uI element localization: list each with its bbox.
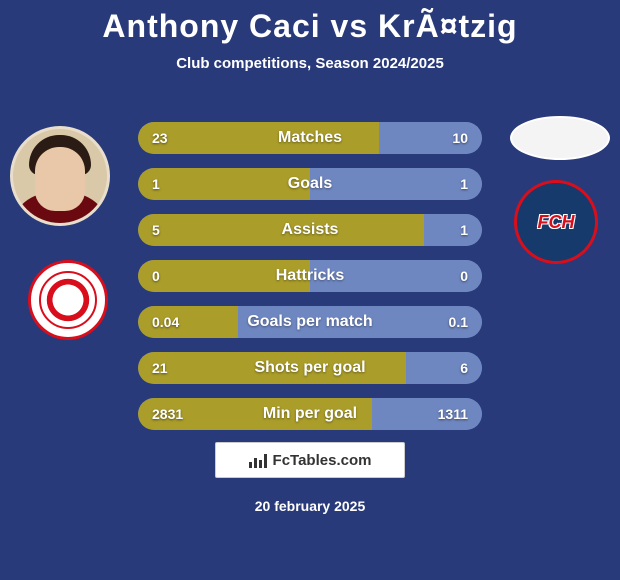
stat-row: Min per goal2831 1311 [138,398,482,430]
player-photo-right [510,116,610,160]
stat-row: Matches23 10 [138,122,482,154]
stat-value-left: 5 [152,214,160,246]
stat-label: Hattricks [138,260,482,292]
stat-value-right: 1 [460,214,468,246]
stat-value-left: 0 [152,260,160,292]
stat-row: Goals per match0.04 0.1 [138,306,482,338]
comparison-bars: Matches2310Goals11Assists51Hattricks00Go… [138,122,482,444]
stat-value-left: 21 [152,352,168,384]
player-photo-left [10,126,110,226]
stat-row: Assists5 1 [138,214,482,246]
stat-value-left: 23 [152,122,168,154]
bar-chart-icon [249,452,269,468]
stat-value-right: 0 [460,260,468,292]
stat-value-left: 0.04 [152,306,179,338]
stat-label: Goals per match [138,306,482,338]
stat-row: Goals1 1 [138,168,482,200]
stat-value-left: 2831 [152,398,183,430]
date-text: 20 february 2025 [0,498,620,514]
stat-row: Hattricks0 0 [138,260,482,292]
stat-label: Matches [138,122,482,154]
stat-label: Shots per goal [138,352,482,384]
subtitle: Club competitions, Season 2024/2025 [0,55,620,72]
stat-label: Assists [138,214,482,246]
stat-value-right: 1311 [438,398,468,430]
stat-value-left: 1 [152,168,160,200]
stat-value-right: 6 [460,352,468,384]
club-logo-right-text: FCH [538,212,575,233]
stat-value-right: 10 [452,122,468,154]
stat-value-right: 1 [460,168,468,200]
club-logo-left [28,260,108,340]
comparison-infographic: Anthony Caci vs KrÃ¤tzig Club competitio… [0,0,620,580]
stat-label: Min per goal [138,398,482,430]
stat-label: Goals [138,168,482,200]
brand-text: FcTables.com [273,452,372,469]
brand-badge: FcTables.com [215,442,405,478]
stat-row: Shots per goal21 6 [138,352,482,384]
club-logo-right: FCH [514,180,598,264]
stat-value-right: 0.1 [449,306,468,338]
page-title: Anthony Caci vs KrÃ¤tzig [0,8,620,45]
